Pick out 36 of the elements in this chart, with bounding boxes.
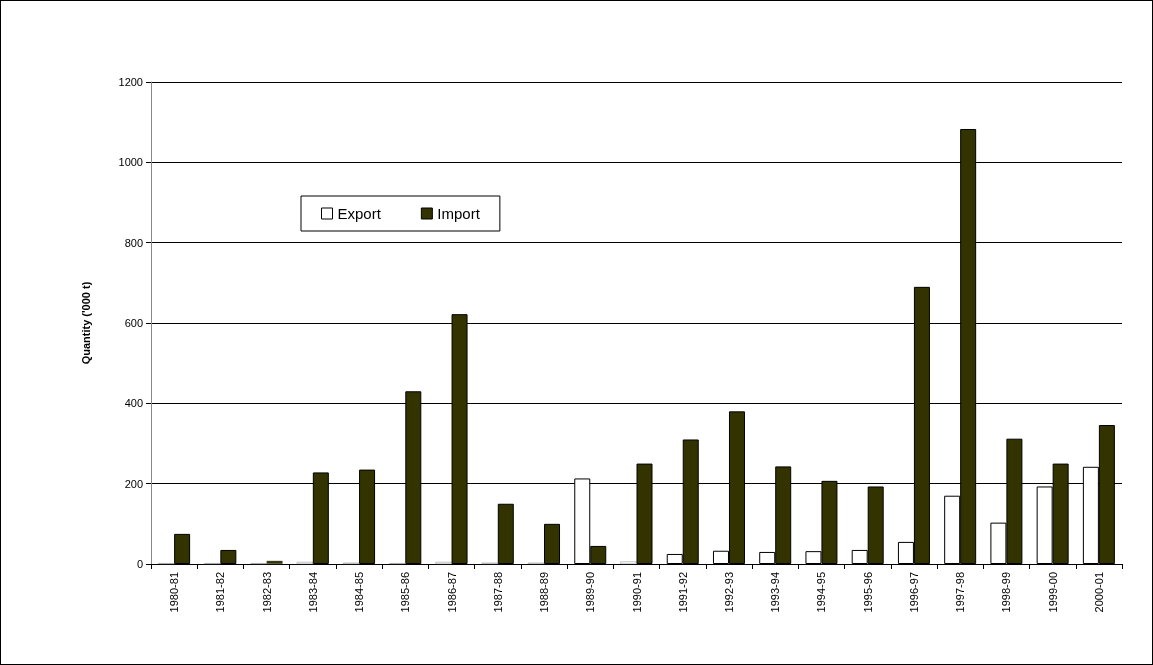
x-tick-label: 1984-85 xyxy=(353,572,366,613)
x-tick-label: 1980-81 xyxy=(168,572,181,613)
x-tick-label: 1994-95 xyxy=(815,572,828,613)
x-tick-label: 1985-86 xyxy=(399,572,412,613)
y-tick-label: 200 xyxy=(124,477,143,490)
x-tick-label: 1981-82 xyxy=(214,572,227,613)
bar xyxy=(174,533,191,564)
x-tick-label: 1983-84 xyxy=(306,572,319,613)
bar xyxy=(544,523,561,564)
x-tick-label: 1989-90 xyxy=(584,572,597,613)
x-tick-label: 1992-93 xyxy=(722,572,735,613)
legend-label: Export xyxy=(337,205,382,222)
x-tick-label: 1998-99 xyxy=(1000,572,1013,613)
x-tick-label: 1995-96 xyxy=(861,572,874,613)
x-tick-label: 1982-83 xyxy=(260,572,273,613)
x-tick-label: 1987-88 xyxy=(491,572,504,613)
legend-label: Import xyxy=(437,205,481,222)
bar xyxy=(620,561,637,564)
x-tick-label: 2000-01 xyxy=(1092,572,1105,613)
x-tick-label: 1996-97 xyxy=(907,572,920,613)
y-tick-label: 800 xyxy=(124,236,143,249)
x-tick-label: 1990-91 xyxy=(630,572,643,613)
y-tick-label: 400 xyxy=(124,397,143,410)
x-tick-label: 1993-94 xyxy=(769,572,782,613)
y-tick-label: 1200 xyxy=(118,76,143,88)
bar xyxy=(220,549,237,564)
y-axis-title: Quantity ('000 t) xyxy=(79,281,92,365)
y-tick-label: 1000 xyxy=(118,156,143,169)
x-tick-label: 1988-89 xyxy=(538,572,551,613)
x-tick-label: 1986-87 xyxy=(445,572,458,613)
x-tick-label: 1991-92 xyxy=(676,572,689,613)
y-tick-label: 0 xyxy=(136,558,143,570)
x-tick-label: 1997-98 xyxy=(954,572,967,613)
bar xyxy=(497,503,514,564)
x-tick-label: 1999-00 xyxy=(1046,572,1059,613)
y-tick-label: 600 xyxy=(124,317,143,329)
